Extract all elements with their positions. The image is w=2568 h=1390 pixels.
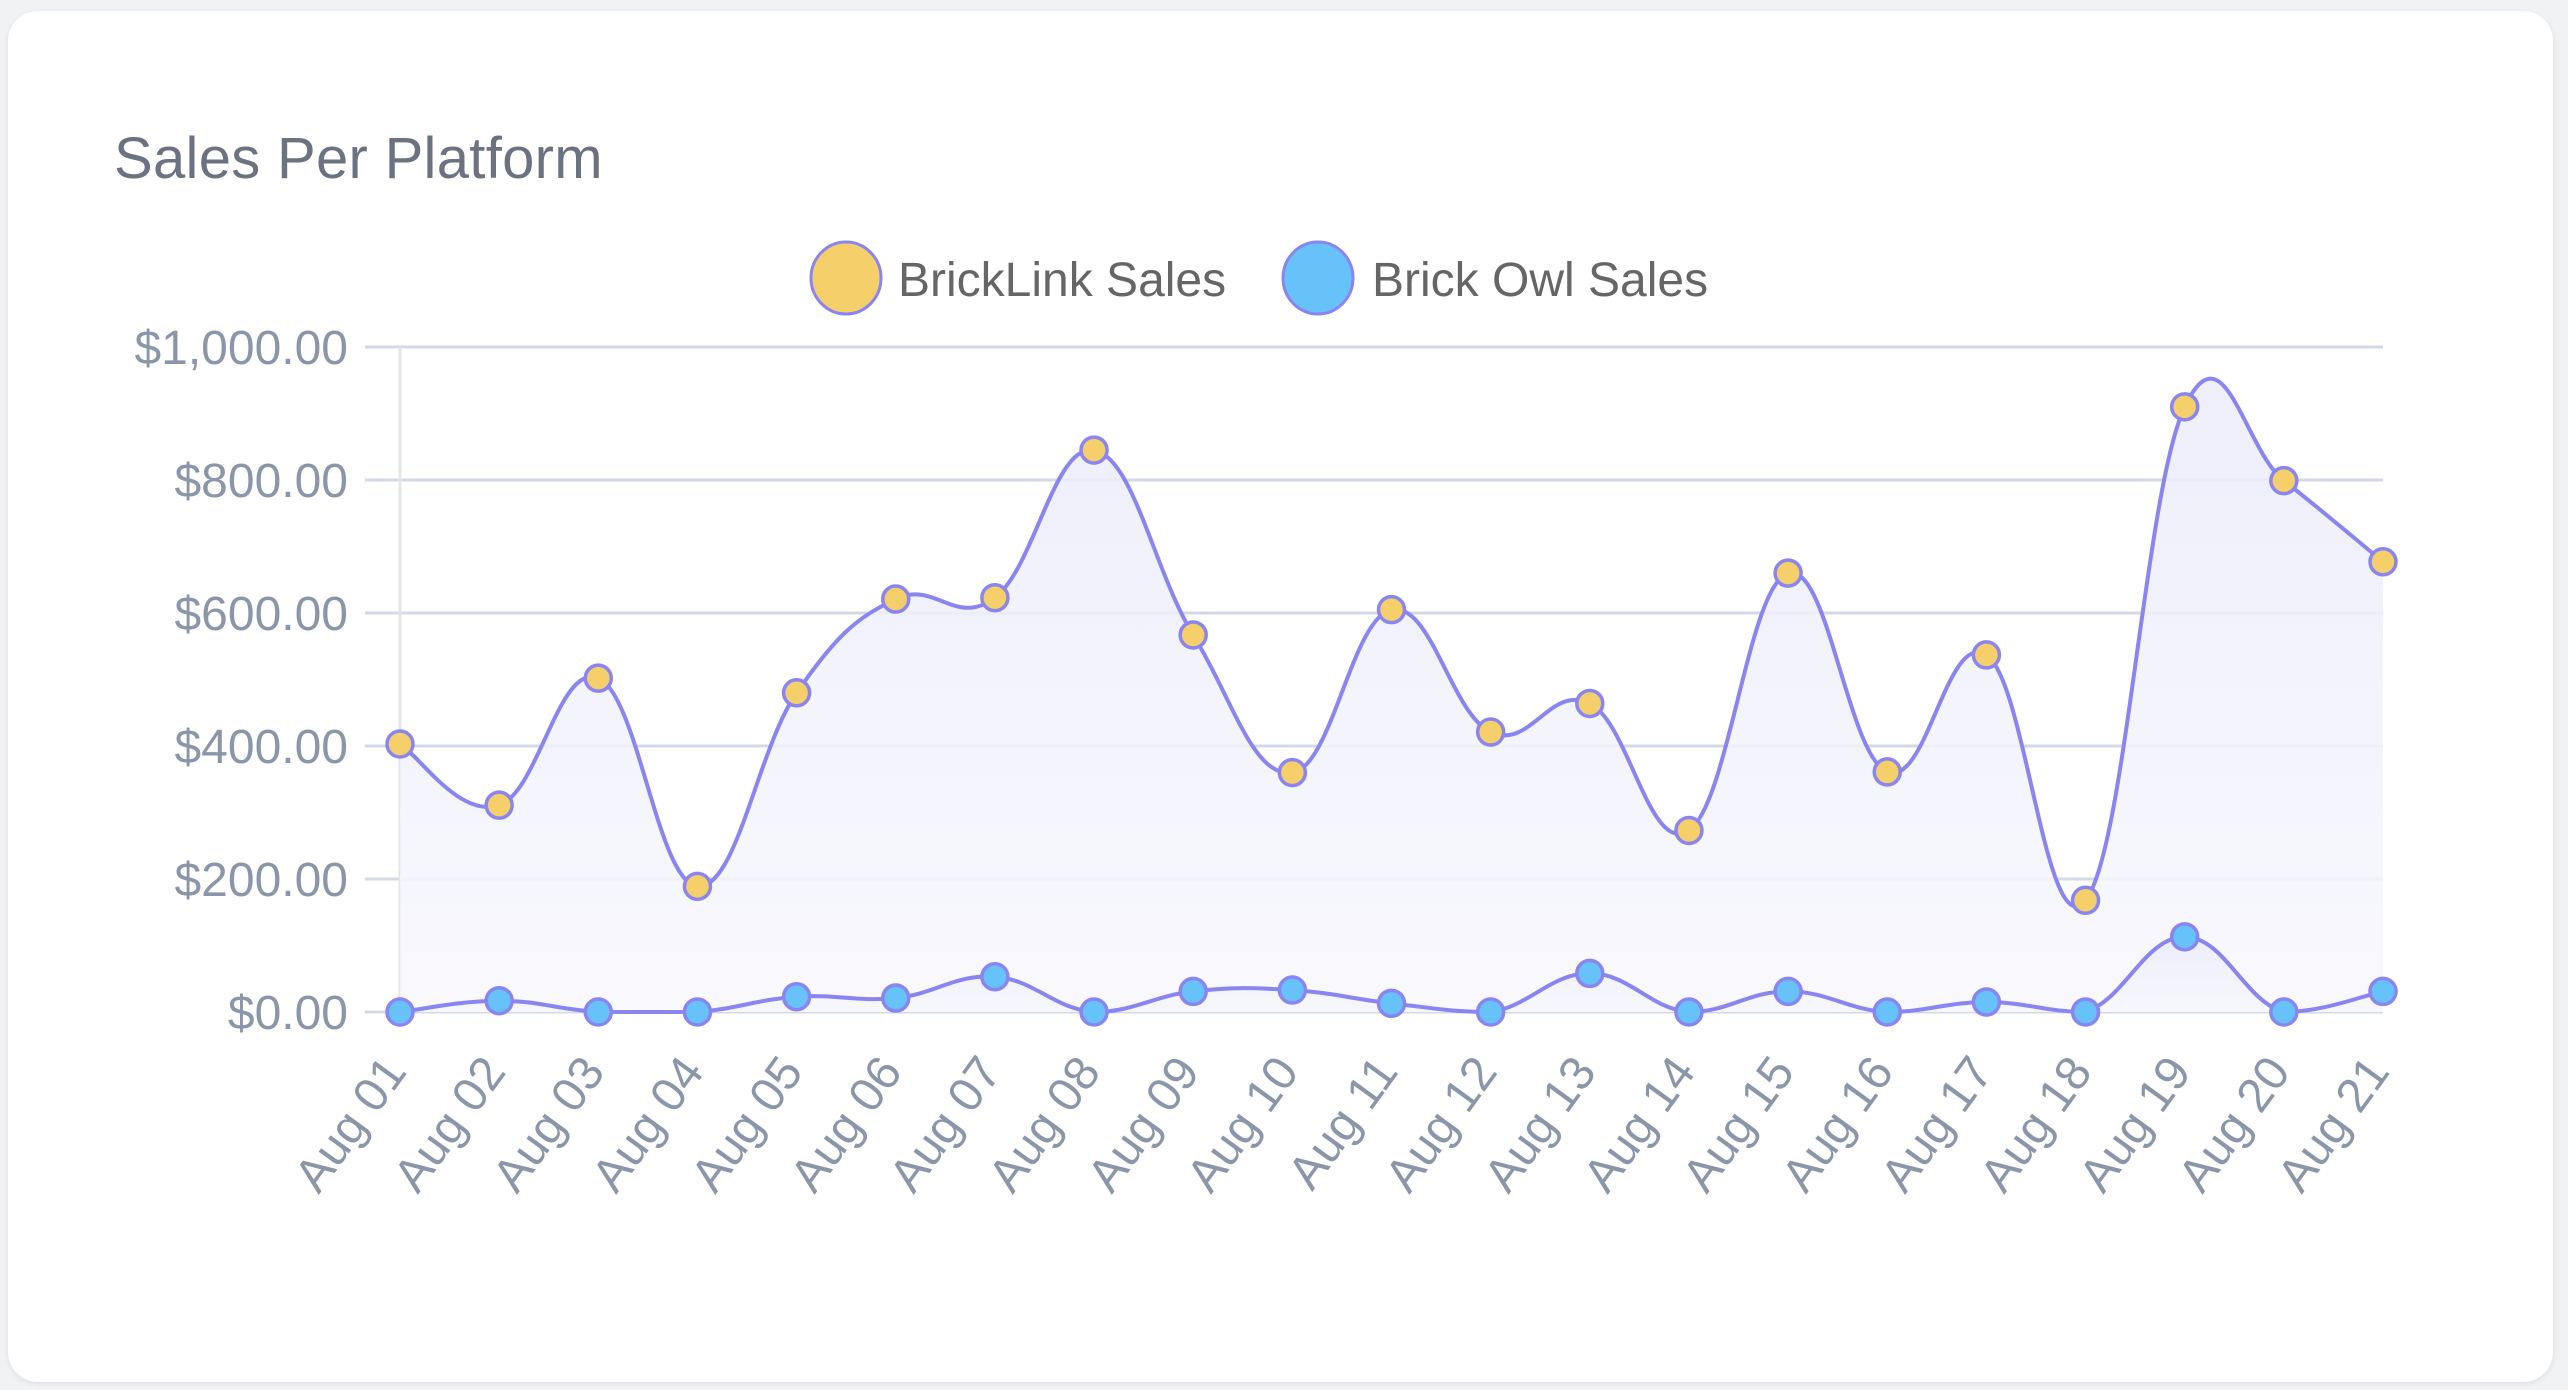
data-point-brickowl[interactable] — [682, 997, 713, 1027]
data-point-brickowl[interactable] — [980, 962, 1010, 992]
data-point-brickowl[interactable] — [1376, 988, 1407, 1019]
data-point-brickowl[interactable] — [2269, 997, 2299, 1027]
data-point-brickowl[interactable] — [1773, 976, 1803, 1007]
data-point-brickowl[interactable] — [1674, 997, 1704, 1027]
data-point-bricklink[interactable] — [484, 790, 514, 820]
data-point-bricklink[interactable] — [2368, 547, 2398, 577]
data-point-brickowl[interactable] — [385, 997, 415, 1027]
y-tick-label: $1,000.00 — [134, 322, 348, 375]
data-point-bricklink[interactable] — [1773, 558, 1803, 588]
y-tick-label: $200.00 — [174, 854, 348, 907]
data-point-bricklink[interactable] — [2269, 465, 2299, 496]
legend-item-brickowl[interactable]: Brick Owl Sales — [1281, 240, 1708, 316]
data-point-brickowl[interactable] — [1178, 976, 1208, 1007]
y-tick-label: $400.00 — [174, 721, 348, 774]
data-point-brickowl[interactable] — [1872, 997, 1902, 1027]
legend-swatch-icon — [1281, 240, 1355, 316]
legend-swatch-icon — [809, 240, 883, 316]
data-point-bricklink[interactable] — [881, 584, 911, 614]
data-point-bricklink[interactable] — [1872, 757, 1902, 787]
data-point-bricklink[interactable] — [1376, 594, 1407, 625]
data-point-bricklink[interactable] — [1079, 435, 1109, 465]
data-point-bricklink[interactable] — [583, 663, 614, 693]
data-point-bricklink[interactable] — [1475, 717, 1506, 747]
data-point-bricklink[interactable] — [1971, 640, 2002, 670]
data-point-bricklink[interactable] — [385, 729, 415, 759]
data-point-brickowl[interactable] — [1575, 958, 1605, 989]
data-point-bricklink[interactable] — [682, 871, 713, 902]
data-point-bricklink[interactable] — [781, 678, 812, 708]
data-point-brickowl[interactable] — [1277, 975, 1308, 1005]
data-point-brickowl[interactable] — [2169, 922, 2200, 952]
y-tick-label: $0.00 — [228, 987, 348, 1040]
y-tick-label: $800.00 — [174, 455, 348, 508]
legend-item-bricklink[interactable]: BrickLink Sales — [809, 240, 1226, 316]
data-point-bricklink[interactable] — [1277, 757, 1308, 788]
chart-legend: BrickLink Sales Brick Owl Sales — [809, 240, 1708, 316]
data-point-bricklink[interactable] — [980, 582, 1010, 613]
data-point-bricklink[interactable] — [2169, 392, 2200, 422]
y-axis: $0.00 $200.00 $400.00 $600.00 $800.00 $1,000.… — [134, 322, 348, 1040]
data-point-brickowl[interactable] — [1475, 997, 1506, 1027]
data-point-brickowl[interactable] — [484, 985, 514, 1016]
data-point-brickowl[interactable] — [583, 997, 614, 1027]
legend-label: BrickLink Sales — [898, 254, 1226, 307]
data-point-bricklink[interactable] — [1178, 620, 1208, 650]
data-point-brickowl[interactable] — [881, 983, 911, 1013]
data-point-brickowl[interactable] — [2070, 997, 2101, 1027]
data-point-brickowl[interactable] — [1971, 987, 2002, 1017]
area-bricklink — [400, 378, 2383, 1012]
data-point-bricklink[interactable] — [1575, 688, 1605, 719]
y-tick-label: $600.00 — [174, 588, 348, 641]
data-point-brickowl[interactable] — [1079, 997, 1109, 1027]
card-title: Sales Per Platform — [114, 126, 603, 191]
data-point-bricklink[interactable] — [1674, 815, 1704, 846]
legend-label: Brick Owl Sales — [1372, 254, 1708, 307]
data-point-bricklink[interactable] — [2070, 885, 2101, 916]
data-point-brickowl[interactable] — [781, 981, 812, 1012]
series-areas — [400, 378, 2383, 1012]
series-points — [385, 392, 2398, 1027]
data-point-brickowl[interactable] — [2368, 976, 2398, 1007]
